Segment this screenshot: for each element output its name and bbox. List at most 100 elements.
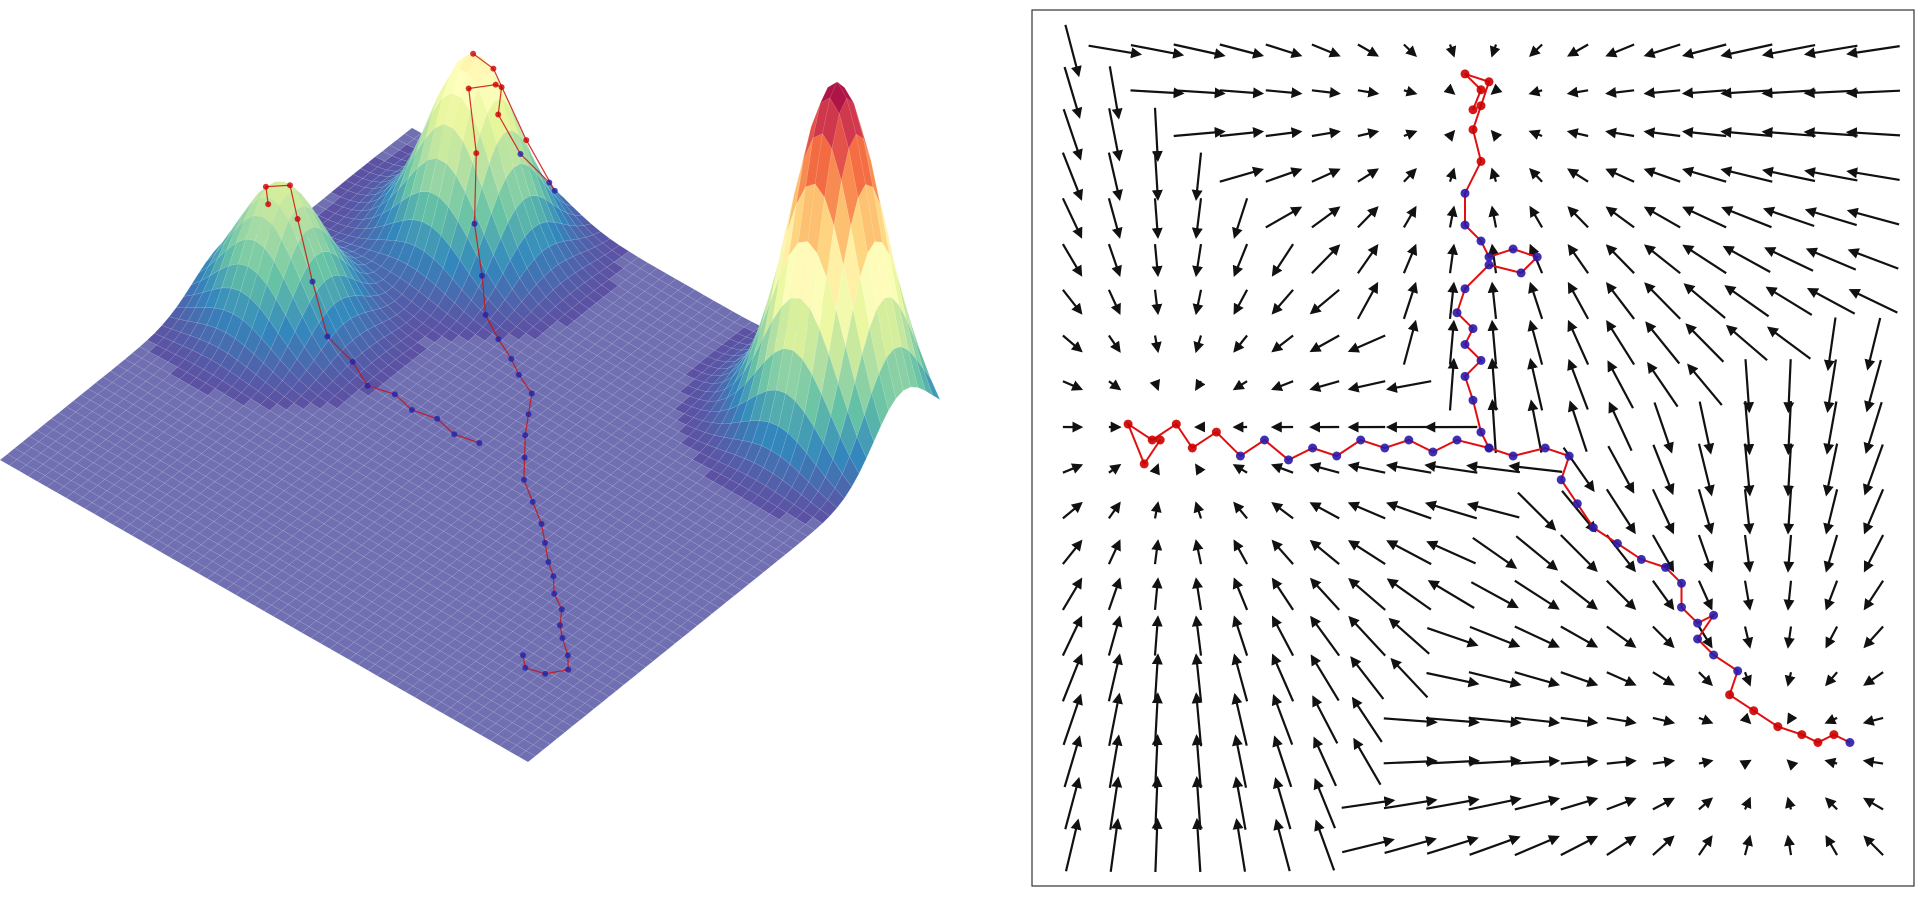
vector-arrow (1514, 835, 1560, 857)
vector-arrow (1272, 777, 1292, 830)
vector-arrow (1191, 734, 1203, 789)
vector-arrow (1469, 625, 1521, 648)
vector-arrow (1606, 671, 1637, 687)
vector-arrow (1517, 491, 1557, 531)
vector-arrow (1386, 578, 1432, 611)
vector-arrow (1311, 206, 1341, 229)
surface-path-point (525, 411, 532, 418)
trajectory-point (1452, 308, 1462, 318)
vector-arrow (1560, 796, 1599, 811)
vector-arrow (1806, 287, 1856, 315)
vector-arrow (1353, 737, 1382, 786)
vector-arrow (1824, 580, 1839, 611)
vector-arrow (1468, 716, 1522, 728)
vector-arrow (1443, 83, 1456, 95)
vector-arrow (1468, 671, 1522, 688)
trajectory-point (1484, 252, 1494, 262)
vector-arrow (1605, 282, 1635, 320)
vector-arrow (1683, 283, 1726, 319)
vector-arrow (1426, 627, 1479, 648)
vector-arrow (1698, 757, 1714, 769)
vector-arrow (1232, 379, 1248, 391)
vector-arrow (1109, 776, 1123, 830)
surface-path-branch-point (262, 183, 269, 190)
vector-arrow (1567, 400, 1588, 453)
surface-plot (0, 50, 941, 763)
vector-arrow (1605, 86, 1635, 98)
vector-arrow (1356, 281, 1379, 320)
vector-arrow (1863, 488, 1885, 535)
vector-arrow (1514, 755, 1561, 767)
vector-arrow (1062, 463, 1084, 474)
vector-arrow (1561, 490, 1597, 533)
vector-arrow (1643, 244, 1681, 275)
vector-arrow (1232, 243, 1249, 277)
surface-path-branch-point (287, 182, 293, 189)
vector-arrow (1107, 577, 1122, 611)
vector-arrow (1232, 464, 1248, 475)
surface-path-point (508, 355, 515, 362)
vector-arrow (1741, 796, 1752, 810)
trajectory-branch-point (1187, 443, 1197, 453)
vector-arrow (1487, 281, 1499, 320)
vector-arrow (1064, 818, 1082, 872)
vector-arrow (1652, 444, 1675, 496)
trajectory-point (1476, 101, 1486, 111)
vector-arrow (1061, 197, 1083, 239)
vector-arrow (1173, 126, 1226, 138)
vector-arrow (1219, 127, 1265, 138)
vector-arrow (1487, 319, 1499, 365)
vector-arrow (1063, 735, 1083, 788)
vector-arrow (1783, 359, 1795, 414)
vector-arrow (1357, 206, 1379, 229)
trajectory-branch-point (1484, 443, 1494, 453)
surface-path-point (559, 635, 566, 641)
vector-arrow (1698, 714, 1714, 725)
vector-arrow (1403, 129, 1418, 140)
vector-arrow (1560, 534, 1598, 573)
vector-arrow (1514, 716, 1561, 728)
vector-arrow (1468, 755, 1522, 767)
vector-arrow (1191, 615, 1203, 656)
vector-arrow (1108, 692, 1123, 747)
trajectory-point (1829, 730, 1839, 740)
vector-arrow (1606, 756, 1637, 768)
trajectory-point (1693, 634, 1703, 644)
vector-arrow (1681, 127, 1727, 138)
vector-arrow (1514, 795, 1561, 811)
vector-arrow (1824, 714, 1838, 725)
vector-arrow (1309, 462, 1340, 474)
vector-arrow (1386, 501, 1432, 520)
vector-arrow (1527, 399, 1543, 453)
vector-arrow (1173, 43, 1226, 59)
vector-arrow (1271, 653, 1295, 702)
vector-arrow (1567, 206, 1589, 229)
vector-arrow (1761, 44, 1816, 59)
vector-arrow (1698, 401, 1715, 455)
plot-frame (1031, 9, 1915, 887)
surface-path-point (492, 81, 499, 88)
vector-arrow (1698, 797, 1714, 811)
vector-arrow (1151, 615, 1163, 656)
vector-arrow (1567, 281, 1590, 320)
vector-arrow (1825, 625, 1839, 649)
vector-arrow (1426, 835, 1479, 855)
vector-arrow (1743, 359, 1755, 414)
vector-arrow (1804, 207, 1858, 227)
vector-arrow (1265, 87, 1303, 99)
surface-path-branch-point (476, 440, 483, 446)
vector-arrow (1088, 44, 1143, 59)
vector-arrow (1607, 445, 1635, 494)
vector-arrow (1514, 671, 1561, 688)
trajectory-branch-point (1235, 451, 1245, 461)
vector-arrow (1062, 539, 1083, 565)
vector-arrow (1605, 127, 1635, 139)
vector-arrow (1383, 716, 1438, 728)
vector-arrow (1191, 653, 1203, 702)
vector-arrow (1739, 759, 1752, 770)
vector-arrow (1192, 243, 1203, 278)
vector-arrow (1529, 205, 1544, 228)
trajectory-branch-point (1308, 443, 1318, 453)
trajectory-point (1484, 77, 1494, 87)
vector-arrow (1108, 108, 1123, 162)
